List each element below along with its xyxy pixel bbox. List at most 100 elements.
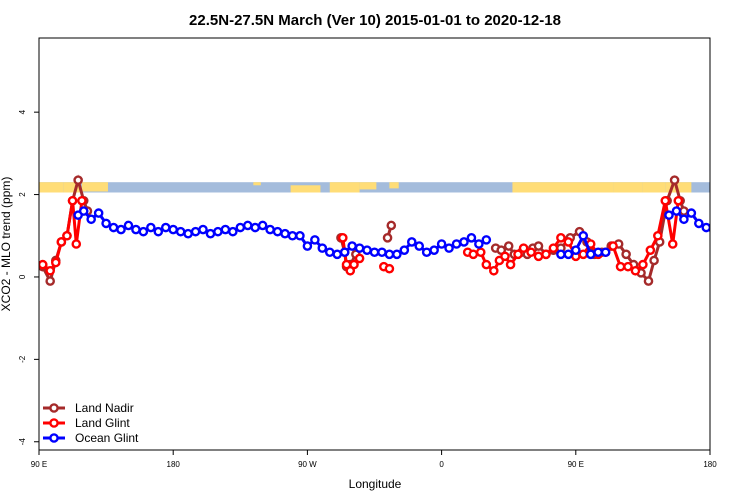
land-band	[63, 182, 81, 193]
data-point-ocean-glint	[250, 222, 261, 233]
x-tick-label: 90 E	[31, 460, 47, 469]
legend-swatch-marker	[49, 403, 59, 413]
data-point-land-glint	[468, 249, 479, 260]
data-point-ocean-glint	[732, 228, 739, 235]
data-point-land-nadir	[382, 233, 393, 243]
data-point-ocean-glint	[708, 226, 710, 233]
data-point-ocean-glint	[474, 239, 484, 249]
data-point-land-glint	[505, 259, 516, 270]
data-point-land-glint	[653, 230, 663, 241]
data-point-ocean-glint	[718, 222, 725, 229]
y-tick-label: -4	[18, 438, 27, 446]
data-point-ocean-glint	[213, 226, 223, 237]
legend-item-land-nadir: Land Nadir	[43, 401, 134, 415]
data-point-ocean-glint	[392, 249, 402, 260]
data-point-ocean-glint	[235, 222, 246, 233]
data-point-ocean-glint	[310, 235, 320, 245]
legend-label: Land Glint	[75, 416, 130, 430]
plot-frame	[38, 37, 711, 451]
data-point-land-glint	[638, 259, 648, 270]
data-point-ocean-glint	[160, 222, 171, 233]
data-point-ocean-glint	[740, 224, 747, 231]
data-point-ocean-glint	[280, 228, 290, 239]
data-point-land-glint	[488, 265, 499, 276]
data-point-land-glint	[354, 253, 365, 264]
x-tick-label: 90 E	[568, 460, 584, 469]
land-band	[39, 182, 64, 193]
data-point-land-glint	[338, 233, 348, 243]
data-point-land-glint	[39, 259, 48, 270]
data-point-land-glint	[67, 195, 78, 206]
data-point-land-glint	[481, 259, 492, 270]
data-point-ocean-glint	[332, 249, 343, 260]
data-point-ocean-glint	[354, 243, 365, 253]
data-point-ocean-glint	[694, 218, 704, 229]
data-point-land-glint	[630, 265, 641, 276]
data-point-land-glint	[475, 247, 486, 258]
data-point-ocean-glint	[228, 226, 238, 237]
data-point-ocean-glint	[339, 247, 350, 258]
data-point-ocean-glint	[347, 241, 357, 251]
legend-label: Ocean Glint	[75, 431, 139, 445]
legend-swatch-marker	[49, 418, 59, 428]
data-point-ocean-glint	[257, 220, 268, 231]
data-point-ocean-glint	[585, 249, 596, 260]
data-point-ocean-glint	[86, 214, 96, 225]
data-point-ocean-glint	[317, 243, 328, 253]
data-point-ocean-glint	[436, 239, 447, 249]
legend-item-land-glint: Land Glint	[43, 416, 130, 430]
data-point-land-glint	[513, 249, 523, 260]
legend-label: Land Nadir	[75, 401, 134, 415]
data-point-land-glint	[556, 233, 566, 243]
data-point-land-glint	[349, 259, 359, 270]
data-point-ocean-glint	[556, 249, 566, 260]
land-ocean-strip	[39, 182, 710, 193]
data-point-ocean-glint	[421, 247, 432, 258]
data-point-ocean-glint	[265, 224, 275, 235]
data-point-ocean-glint	[324, 247, 335, 258]
data-point-ocean-glint	[429, 245, 439, 255]
data-point-ocean-glint	[600, 247, 611, 258]
data-point-ocean-glint	[116, 224, 126, 235]
data-point-land-glint	[623, 261, 633, 272]
data-point-land-glint	[71, 239, 82, 249]
data-point-ocean-glint	[701, 222, 710, 233]
data-point-land-nadir	[669, 175, 680, 185]
data-point-ocean-glint	[205, 228, 216, 239]
legend-swatch-marker	[49, 433, 59, 443]
x-tick-label: 90 W	[298, 460, 317, 469]
data-point-ocean-glint	[671, 206, 682, 216]
y-tick-label: 0	[18, 274, 27, 279]
data-point-ocean-glint	[481, 235, 492, 245]
data-point-land-glint	[62, 230, 72, 241]
data-point-ocean-glint	[686, 208, 697, 218]
series-ocean-glint	[73, 206, 747, 260]
data-point-ocean-glint	[399, 245, 410, 255]
land-band	[290, 185, 321, 193]
land-band	[253, 182, 261, 186]
data-point-ocean-glint	[578, 230, 589, 241]
data-point-ocean-glint	[168, 224, 178, 235]
data-point-ocean-glint	[369, 247, 380, 258]
data-point-land-glint	[548, 243, 559, 253]
data-point-ocean-glint	[444, 243, 454, 253]
data-point-land-glint	[673, 195, 684, 206]
data-point-land-glint	[615, 261, 626, 272]
data-point-land-glint	[563, 237, 574, 247]
data-point-ocean-glint	[664, 210, 674, 220]
series-line-land-nadir	[495, 175, 686, 285]
data-point-land-nadir	[386, 220, 397, 231]
data-point-land-glint	[500, 251, 510, 262]
data-point-land-glint	[541, 249, 551, 260]
chart-title: 22.5N-27.5N March (Ver 10) 2015-01-01 to…	[189, 12, 561, 29]
data-point-land-glint	[645, 245, 656, 255]
land-band	[642, 182, 666, 193]
data-point-ocean-glint	[138, 226, 149, 237]
y-axis-label: XCO2 - MLO trend (ppm)	[0, 177, 13, 312]
data-point-ocean-glint	[384, 249, 395, 260]
data-point-ocean-glint	[146, 222, 156, 233]
y-tick-label: 2	[18, 192, 27, 197]
x-axis: 90 E 180 90 W 0 90 E 180	[31, 450, 717, 469]
